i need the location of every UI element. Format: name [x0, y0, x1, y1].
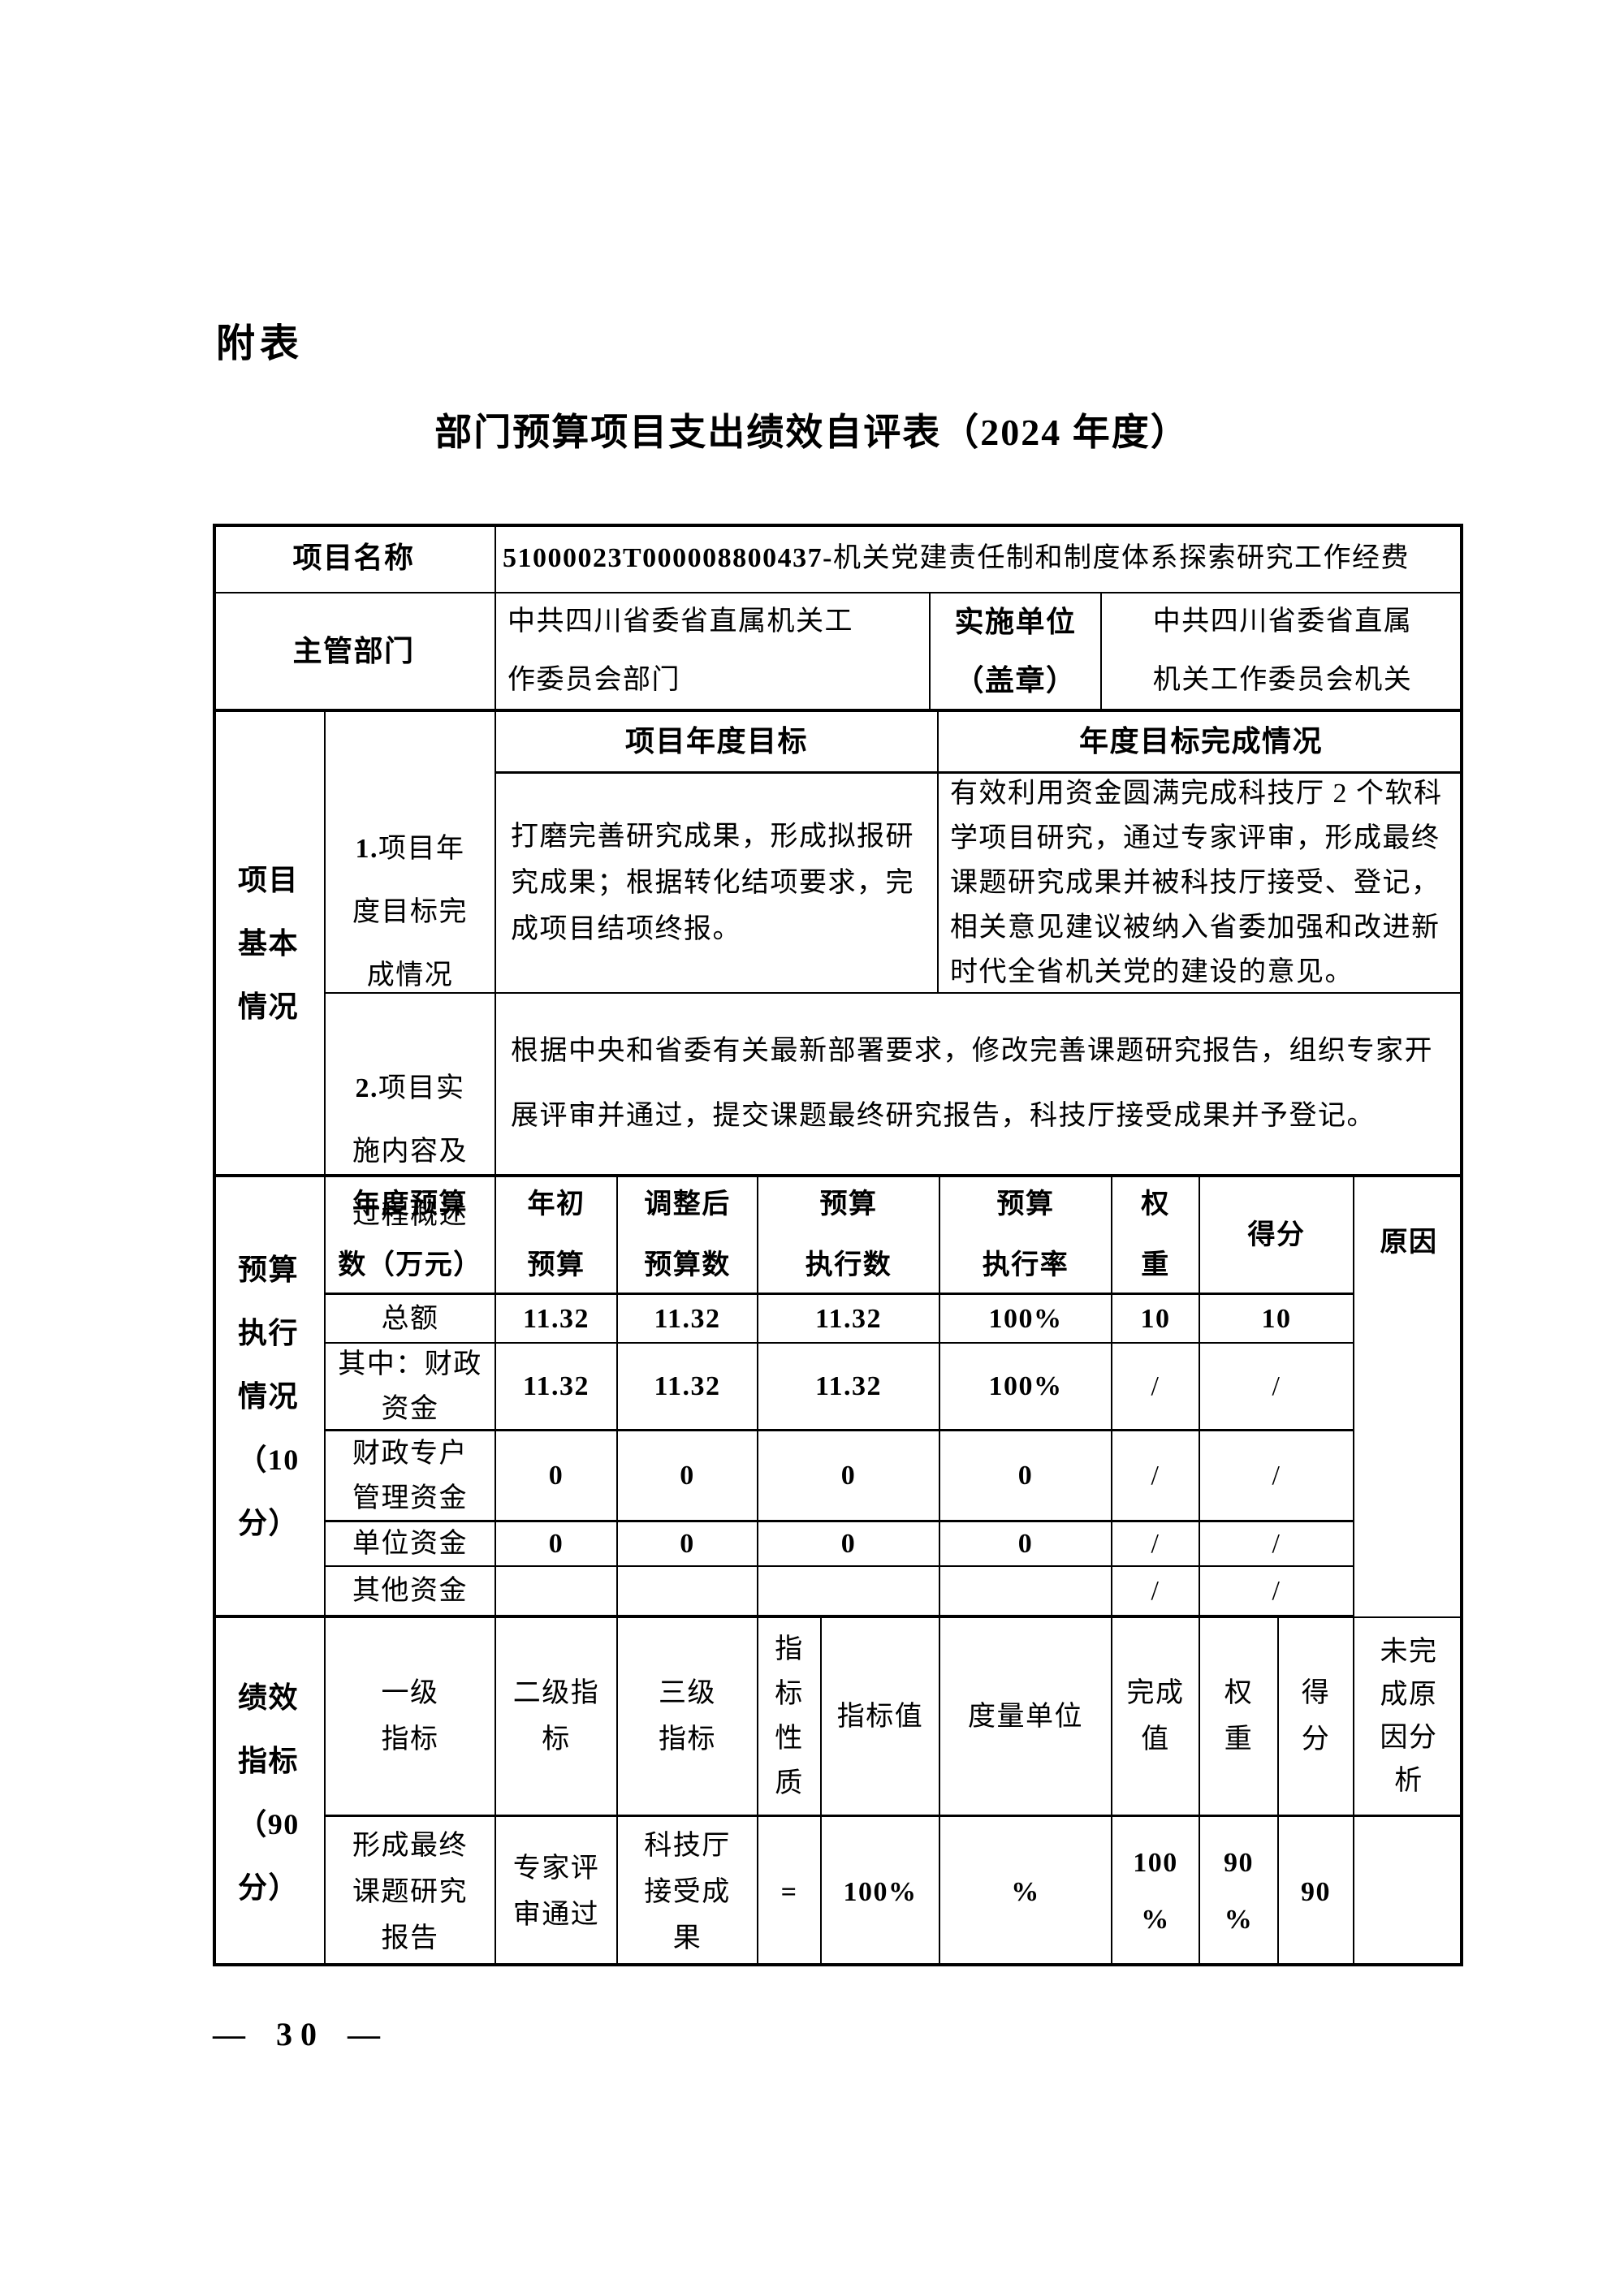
budget-cell: 0 [618, 1431, 758, 1522]
budget-cell: / [1200, 1522, 1354, 1567]
implementing-unit-value: 中共四川省委省直属 机关工作委员会机关 [1102, 593, 1463, 712]
budget-header-execution-rate: 预算 执行率 [940, 1177, 1112, 1295]
perf-header-nature: 指 标 性 质 [758, 1618, 822, 1817]
budget-cell [940, 1567, 1112, 1618]
project-name-label: 项目名称 [213, 524, 496, 593]
basic-item1-number: 1. [355, 834, 378, 864]
budget-header-initial: 年初 预算 [496, 1177, 618, 1295]
perf-reason-value [1354, 1817, 1463, 1966]
perf-header-level3: 三级 指标 [618, 1618, 758, 1817]
budget-cell: 0 [940, 1431, 1112, 1522]
perf-header-incomplete-reason: 未完 成原 因分 析 [1354, 1618, 1463, 1817]
budget-cell: 0 [496, 1522, 618, 1567]
perf-score-value: 90 [1279, 1817, 1354, 1966]
budget-cell [618, 1567, 758, 1618]
budget-cell [758, 1567, 940, 1618]
budget-cell: / [1200, 1567, 1354, 1618]
page-number: — 30 — [213, 2016, 388, 2052]
budget-cell: 11.32 [758, 1295, 940, 1344]
budget-cell: 100% [940, 1295, 1112, 1344]
budget-header-adjusted: 调整后 预算数 [618, 1177, 758, 1295]
budget-row-label: 财政专户 管理资金 [326, 1431, 496, 1522]
perf-unit-value: % [940, 1817, 1112, 1966]
project-code: 51000023T000008800437- [503, 542, 833, 573]
self-evaluation-table: 项目名称 51000023T000008800437- 机关党建责任制和制度体系探… [213, 524, 1463, 1966]
perf-header-level1: 一级 指标 [326, 1618, 496, 1817]
perf-level1-value: 形成最终 课题研究 报告 [326, 1817, 496, 1966]
budget-cell: 0 [758, 1431, 940, 1522]
basic-item1-label: 1.项目年 度目标完 成情况 [326, 712, 496, 994]
budget-cell: 11.32 [496, 1344, 618, 1431]
basic-item2-text: 项目实 施内容及 过程概述 [352, 1073, 468, 1230]
budget-cell: 100% [940, 1344, 1112, 1431]
goal-completion-text: 有效利用资金圆满完成科技厅 2 个软科 学项目研究，通过专家评审，形成最终 课题… [939, 774, 1463, 994]
budget-row-label: 其他资金 [326, 1567, 496, 1618]
perf-header-score: 得 分 [1279, 1618, 1354, 1817]
budget-cell: 0 [496, 1431, 618, 1522]
budget-cell [496, 1567, 618, 1618]
budget-cell: / [1112, 1431, 1200, 1522]
annual-goal-header: 项目年度目标 [496, 712, 939, 774]
competent-department-value: 中共四川省委省直属机关工 作委员会部门 [496, 593, 931, 712]
budget-cell: 11.32 [496, 1295, 618, 1344]
perf-actual-value: 100 % [1112, 1817, 1200, 1966]
budget-cell: / [1200, 1431, 1354, 1522]
budget-cell: / [1112, 1522, 1200, 1567]
perf-target-value: 100% [822, 1817, 940, 1966]
perf-weight-value: 90 % [1200, 1817, 1279, 1966]
perf-header-target-value: 指标值 [822, 1618, 940, 1817]
budget-cell: / [1112, 1344, 1200, 1431]
budget-cell: 11.32 [618, 1344, 758, 1431]
budget-header-weight: 权 重 [1112, 1177, 1200, 1295]
basic-item1-text: 项目年 度目标完 成情况 [352, 834, 468, 990]
implementation-process-text: 根据中央和省委有关最新部署要求，修改完善课题研究报告，组织专家开 展评审并通过，… [496, 994, 1463, 1177]
perf-nature-value: = [758, 1817, 822, 1966]
budget-cell: / [1112, 1567, 1200, 1618]
section-label-basic-info: 项目 基本 情况 [213, 712, 326, 1177]
perf-level2-value: 专家评 审通过 [496, 1817, 618, 1966]
implementing-unit-label: 实施单位 （盖章） [931, 593, 1102, 712]
basic-item2-label: 2.项目实 施内容及 过程概述 [326, 994, 496, 1230]
budget-header-executed: 预算 执行数 [758, 1177, 940, 1295]
competent-department-label: 主管部门 [213, 593, 496, 712]
perf-header-actual-value: 完成 值 [1112, 1618, 1200, 1817]
goal-completion-header: 年度目标完成情况 [939, 712, 1463, 774]
budget-cell: 0 [758, 1522, 940, 1567]
perf-header-weight: 权 重 [1200, 1618, 1279, 1817]
section-label-budget-execution: 预算 执行 情况 （10 分） [213, 1177, 326, 1618]
budget-row-label: 总额 [326, 1295, 496, 1344]
budget-cell: 11.32 [758, 1344, 940, 1431]
perf-header-unit: 度量单位 [940, 1618, 1112, 1817]
budget-header-annual-amount: 年度预算 数（万元） [326, 1177, 496, 1295]
budget-row-label: 其中：财政 资金 [326, 1344, 496, 1431]
basic-item2-number: 2. [355, 1073, 378, 1103]
budget-cell: / [1200, 1344, 1354, 1431]
annual-goal-text: 打磨完善研究成果，形成拟报研 究成果；根据转化结项要求，完 成项目结项终报。 [496, 774, 939, 994]
budget-header-score: 得分 [1200, 1177, 1354, 1295]
section-label-performance: 绩效 指标 （90 分） [213, 1618, 326, 1966]
budget-cell: 10 [1112, 1295, 1200, 1344]
budget-cell: 0 [940, 1522, 1112, 1567]
budget-row-label: 单位资金 [326, 1522, 496, 1567]
perf-level3-value: 科技厅 接受成 果 [618, 1817, 758, 1966]
budget-cell: 0 [618, 1522, 758, 1567]
budget-cell: 10 [1200, 1295, 1354, 1344]
perf-header-level2: 二级指 标 [496, 1618, 618, 1817]
budget-reason-cell: 原因 [1354, 1177, 1463, 1618]
page-title: 部门预算项目支出绩效自评表（2024 年度） [434, 412, 1190, 453]
budget-cell: 11.32 [618, 1295, 758, 1344]
project-title-text: 机关党建责任制和制度体系探索研究工作经费 [833, 542, 1410, 573]
project-name-value: 51000023T000008800437- 机关党建责任制和制度体系探索研究工作… [496, 524, 1463, 593]
appendix-tag: 附表 [216, 322, 304, 365]
